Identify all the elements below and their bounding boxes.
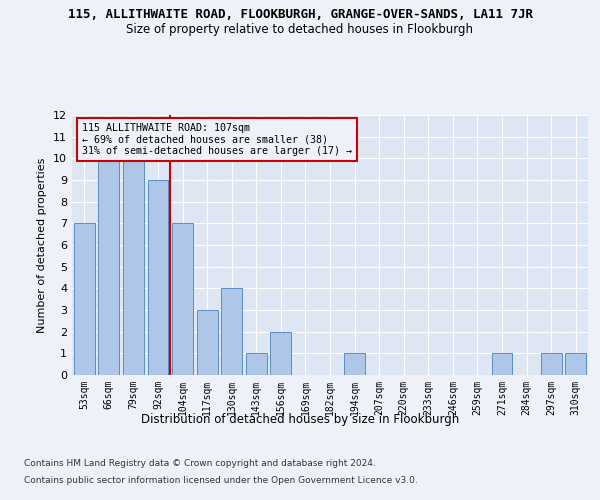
Bar [246, 354, 267, 375]
Text: Distribution of detached houses by size in Flookburgh: Distribution of detached houses by size … [141, 412, 459, 426]
Bar [98, 158, 119, 375]
Text: Contains public sector information licensed under the Open Government Licence v3: Contains public sector information licen… [24, 476, 418, 485]
Bar [74, 224, 95, 375]
Bar [172, 224, 193, 375]
Bar [541, 354, 562, 375]
Y-axis label: Number of detached properties: Number of detached properties [37, 158, 47, 332]
Bar [491, 354, 512, 375]
Bar [197, 310, 218, 375]
Text: 115, ALLITHWAITE ROAD, FLOOKBURGH, GRANGE-OVER-SANDS, LA11 7JR: 115, ALLITHWAITE ROAD, FLOOKBURGH, GRANG… [67, 8, 533, 20]
Bar [221, 288, 242, 375]
Bar [148, 180, 169, 375]
Text: 115 ALLITHWAITE ROAD: 107sqm
← 69% of detached houses are smaller (38)
31% of se: 115 ALLITHWAITE ROAD: 107sqm ← 69% of de… [82, 123, 352, 156]
Text: Size of property relative to detached houses in Flookburgh: Size of property relative to detached ho… [127, 22, 473, 36]
Bar [271, 332, 292, 375]
Bar [565, 354, 586, 375]
Bar [123, 158, 144, 375]
Bar [344, 354, 365, 375]
Text: Contains HM Land Registry data © Crown copyright and database right 2024.: Contains HM Land Registry data © Crown c… [24, 458, 376, 468]
